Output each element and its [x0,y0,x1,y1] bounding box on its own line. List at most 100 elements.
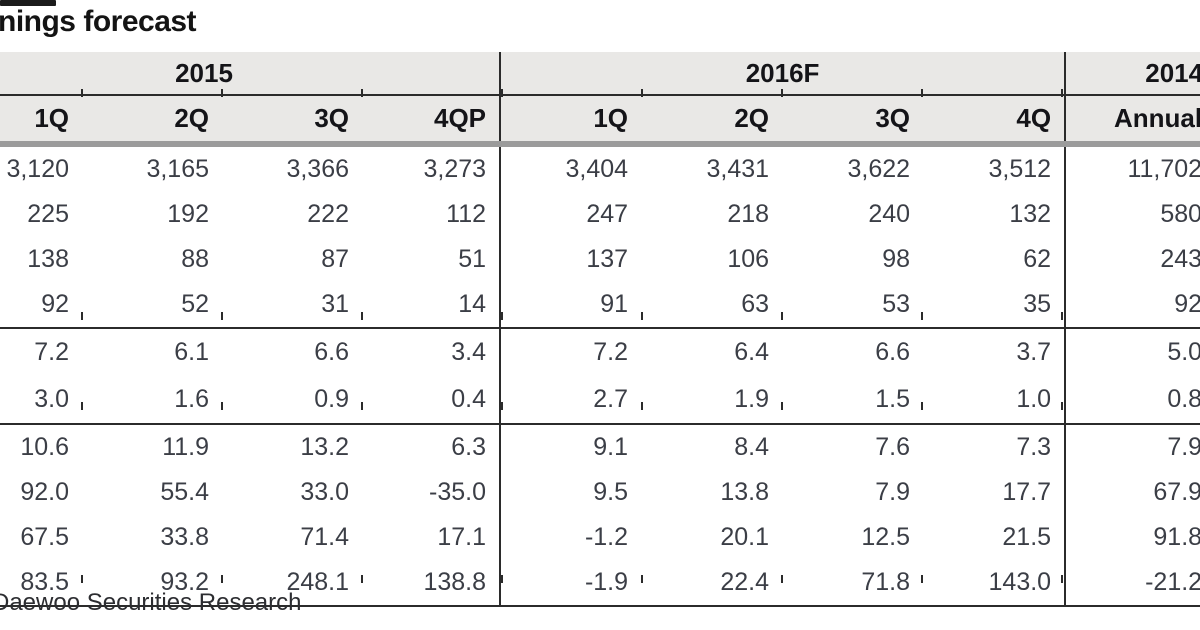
table-cell: 33.0 [300,478,349,506]
table-header: 2015 2016F 2014 1Q 2Q 3Q 4QP 1Q 2Q 3Q 4Q… [0,52,1200,147]
table-cell: 14 [458,290,487,318]
table-cell: 0.9 [314,385,349,413]
table-cell: 0.4 [451,385,487,413]
table-row: 92 52 31 14 91 63 53 35 92 [0,282,1200,328]
table-cell: 1.9 [734,385,770,413]
table-cell: 225 [27,200,69,228]
table-cell: 8.4 [734,433,770,461]
table-cell: 580 [1064,192,1200,237]
table-row: 7.2 6.1 6.6 3.4 7.2 6.4 6.6 3.7 5.0 [0,328,1200,376]
table-cell: 3.0 [34,385,69,413]
table-cell: 17.7 [1002,478,1052,506]
table-cell: 9.5 [499,470,642,515]
table-cell: 7.9 [1064,424,1200,470]
table-cell: 138 [27,245,69,273]
table-cell: 63 [741,290,770,318]
table-cell: 6.4 [734,338,770,366]
table-cell: 5.0 [1064,328,1200,376]
table-cell: 138.8 [423,568,487,596]
table-cell: 53 [882,290,911,318]
table-cell: 13.8 [720,478,770,506]
table-cell: 98 [882,245,911,273]
table-cell: 92.0 [20,478,69,506]
quarter-header-row: 1Q 2Q 3Q 4QP 1Q 2Q 3Q 4Q Annual [0,95,1200,147]
column-header-2015-1q: 1Q [0,95,82,147]
table-cell: -1.9 [499,560,642,606]
table-cell: 10.6 [20,433,69,461]
table-row: 138 88 87 51 137 106 98 62 243 [0,237,1200,282]
table-cell: 55.4 [160,478,209,506]
table-cell: 71.4 [300,523,349,551]
table-cell: 92 [41,290,69,318]
table-row: 10.6 11.9 13.2 6.3 9.1 8.4 7.6 7.3 7.9 [0,424,1200,470]
table-cell: 243 [1064,237,1200,282]
table-cell: 2.7 [499,376,642,424]
table-cell: 3,165 [146,155,209,183]
table-cell: 112 [446,200,487,228]
table-cell: 11,702 [1064,144,1200,192]
table-cell: 137 [499,237,642,282]
table-cell: 6.1 [174,338,209,366]
table-cell: 3.4 [451,338,487,366]
table-row: 3,120 3,165 3,366 3,273 3,404 3,431 3,62… [0,144,1200,192]
table-cell: 6.3 [451,433,487,461]
table-cell: 20.1 [720,523,770,551]
column-header-2015-4qp: 4QP [362,95,501,147]
table-cell: 3,431 [706,155,770,183]
table-cell: 71.8 [861,568,911,596]
page-title: nings forecast [0,5,197,38]
table-cell: 7.9 [875,478,911,506]
table-cell: 31 [321,290,349,318]
table-row: 3.0 1.6 0.9 0.4 2.7 1.9 1.5 1.0 0.8 [0,376,1200,424]
table-cell: 67.5 [20,523,69,551]
table-cell: 3,404 [499,144,642,192]
table-cell: 88 [181,245,209,273]
table-cell: 143.0 [988,568,1052,596]
table-cell: 7.6 [875,433,911,461]
table-cell: 3,366 [286,155,349,183]
table-cell: 132 [1009,200,1052,228]
table-row: 67.5 33.8 71.4 17.1 -1.2 20.1 12.5 21.5 … [0,515,1200,560]
table-row: 83.5 93.2 248.1 138.8 -1.9 22.4 71.8 143… [0,560,1200,606]
table-row: 225 192 222 112 247 218 240 132 580 [0,192,1200,237]
table-cell: 35 [1023,290,1052,318]
table-cell: 6.6 [875,338,911,366]
table-cell: 7.2 [499,328,642,376]
table-cell: 91 [499,282,642,328]
table-cell: 92 [1064,282,1200,328]
table-cell: 106 [727,245,770,273]
table-cell: 192 [167,200,209,228]
table-cell: 6.6 [314,338,349,366]
table-cell: 222 [307,200,349,228]
table-cell: 83.5 [20,568,69,596]
column-header-2016f-2q: 2Q [641,95,783,147]
table-cell: 22.4 [720,568,770,596]
table-cell: -35.0 [429,478,487,506]
year-header-row: 2015 2016F 2014 [0,52,1200,96]
table-cell: 62 [1023,245,1052,273]
column-header-2015-3q: 3Q [222,95,362,147]
table-cell: 3.7 [1016,338,1052,366]
table-cell: -21.2 [1064,560,1200,606]
column-header-2016f-4q: 4Q [923,95,1066,147]
earnings-forecast-table: 2015 2016F 2014 1Q 2Q 3Q 4QP 1Q 2Q 3Q 4Q… [0,52,1200,607]
table-cell: 17.1 [437,523,487,551]
cropped-text-fragment [0,0,56,6]
table-section-revenue: 3,120 3,165 3,366 3,273 3,404 3,431 3,62… [0,144,1200,328]
table-cell: 3,512 [988,155,1052,183]
table-cell: 247 [499,192,642,237]
table-cell: 1.0 [1016,385,1052,413]
table-cell: 240 [868,200,911,228]
table-cell: 87 [321,245,349,273]
year-group-2014: 2014 [1064,52,1200,96]
table-cell: 3,273 [423,155,487,183]
table-cell: 91.8 [1064,515,1200,560]
table-cell: 3,120 [6,155,69,183]
column-header-2016f-3q: 3Q [782,95,924,147]
year-group-2016f: 2016F [499,52,1066,96]
table-cell: 0.8 [1064,376,1200,424]
table-cell: 1.6 [174,385,209,413]
table-cell: 218 [727,200,770,228]
table-cell: -1.2 [499,515,642,560]
